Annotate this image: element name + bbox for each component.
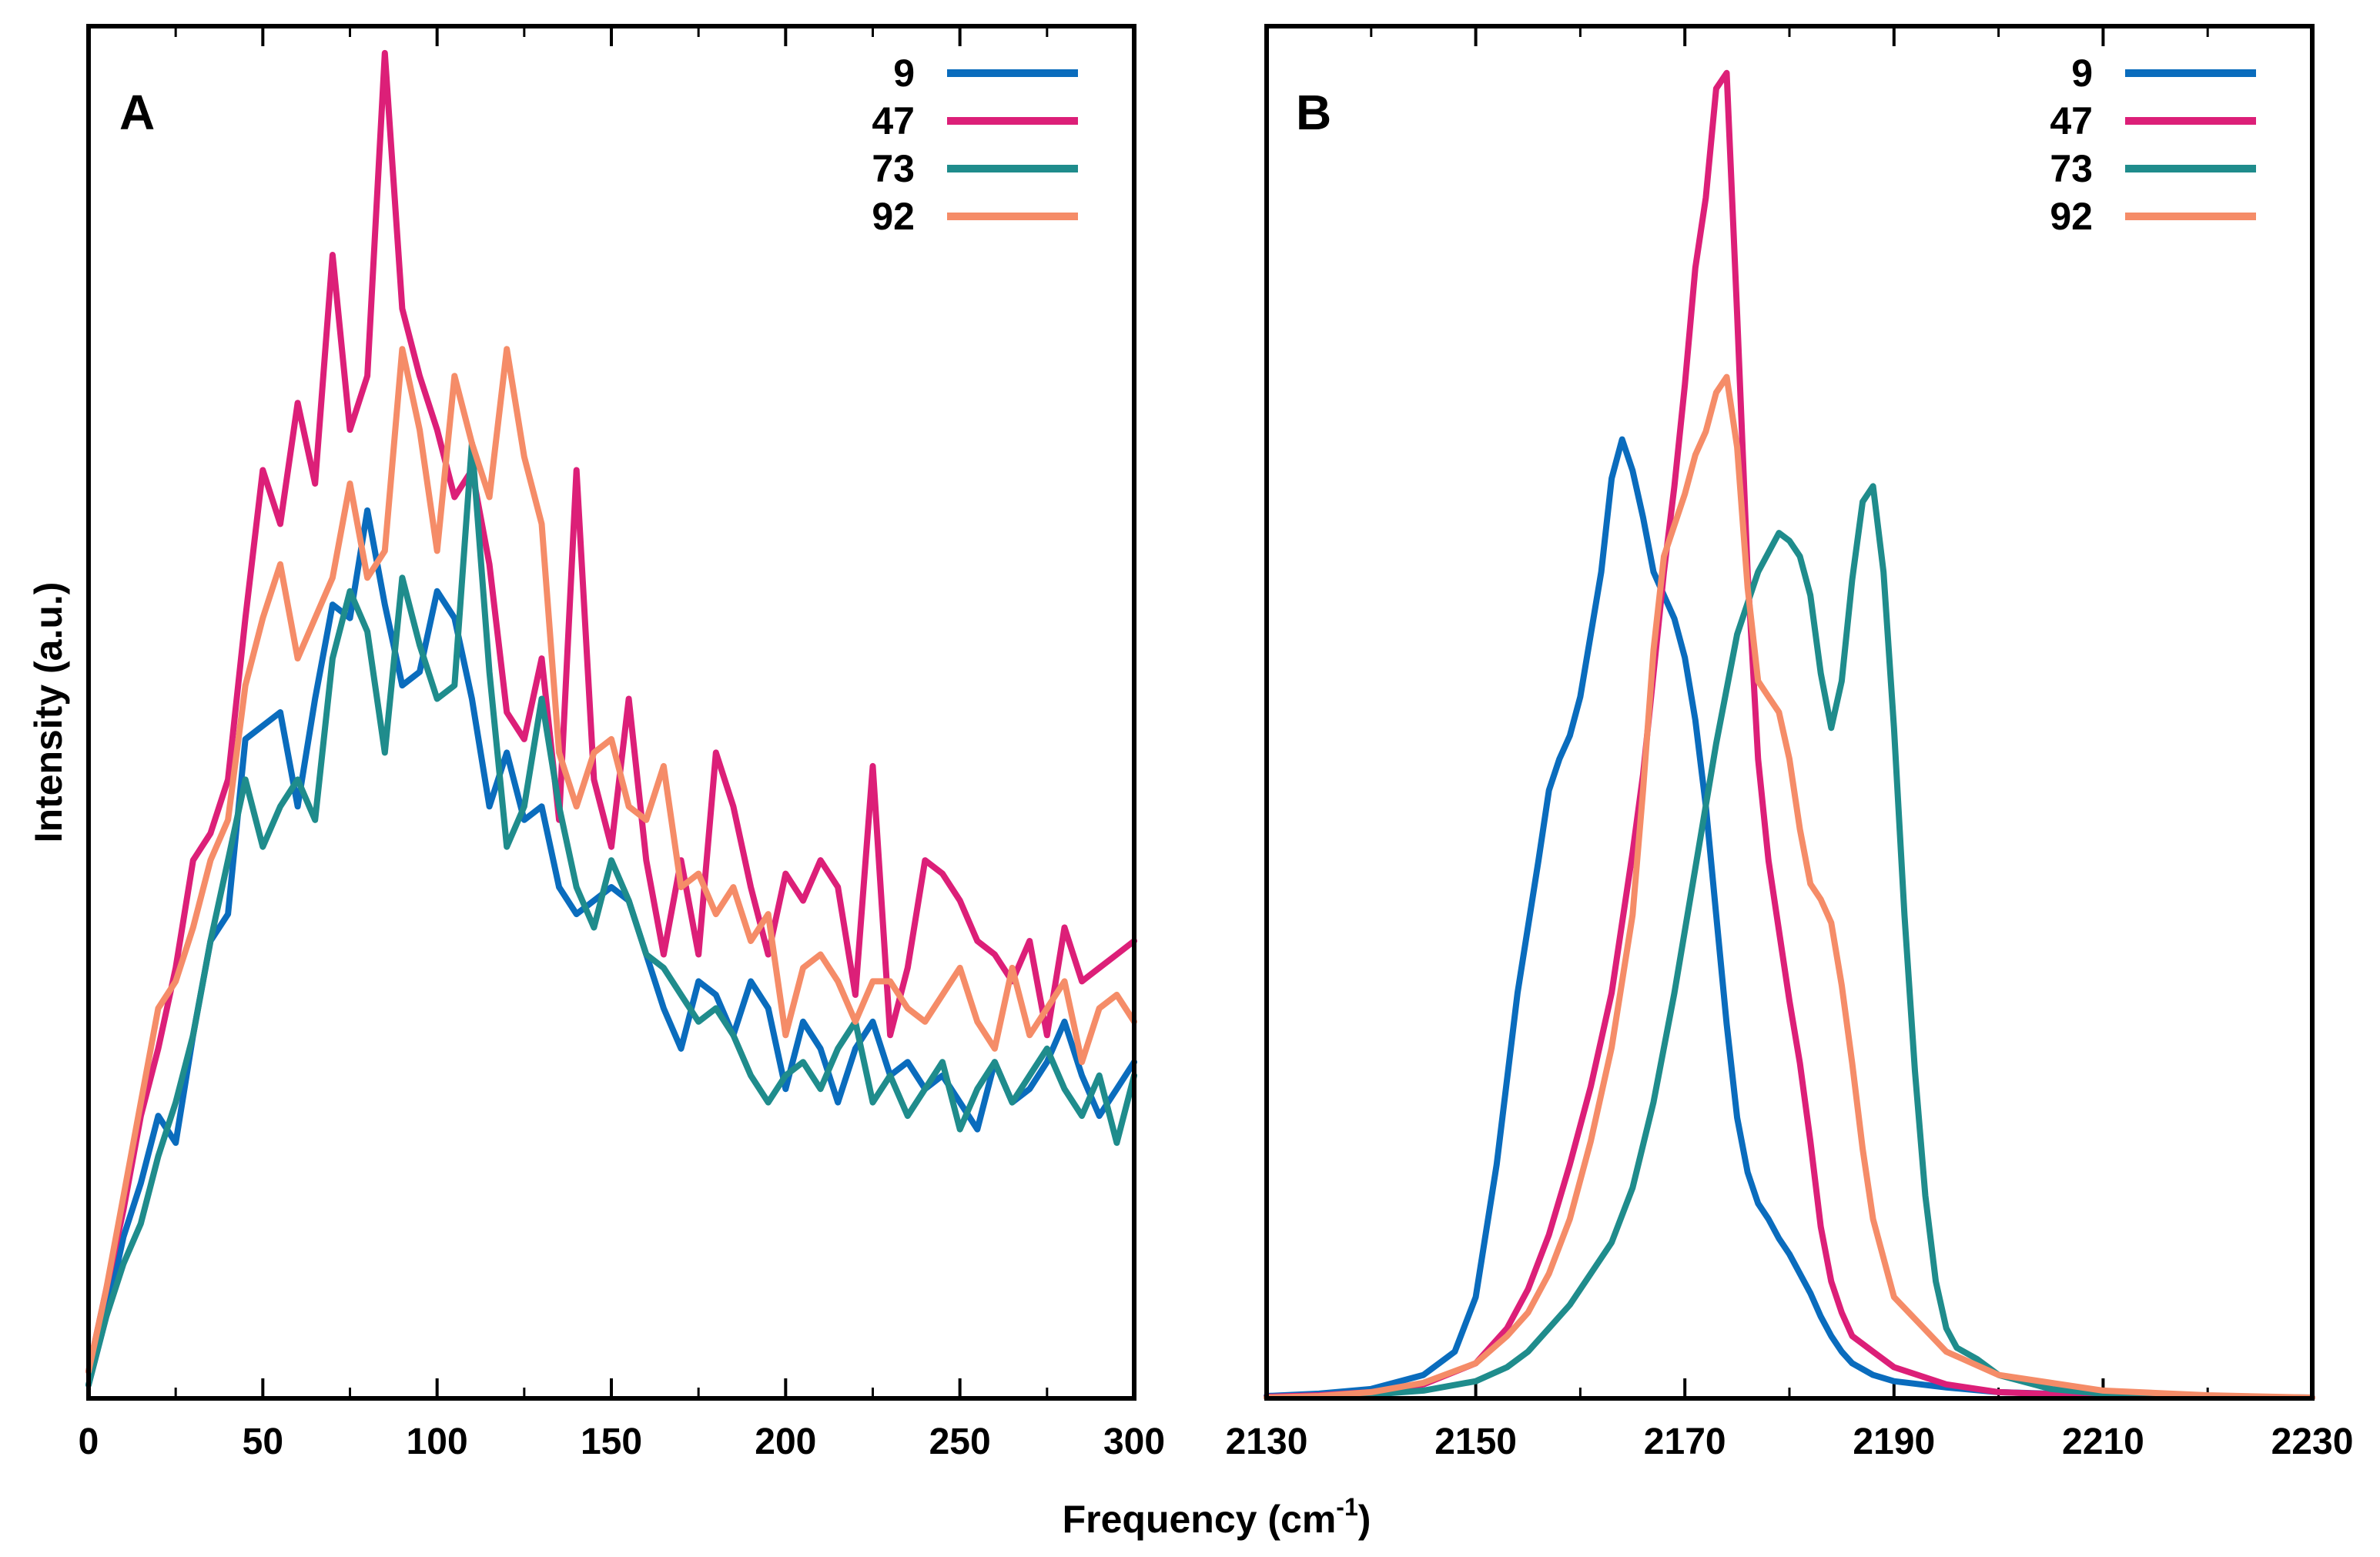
panel-a-xtick-label: 50 <box>243 1421 283 1462</box>
panel-b-xtick-label: 2170 <box>1644 1421 1726 1462</box>
panel-b-xtick-label: 2230 <box>2271 1421 2354 1462</box>
panel-b-series-47-line <box>1264 69 2315 1401</box>
panel-b-label: B <box>1296 85 1331 140</box>
panel-a: A 0 50 100 150 200 250 300 947 73 92 <box>79 24 1165 1462</box>
panel-b-series-73-line <box>1264 483 2315 1401</box>
x-axis-label-main: Frequency (cm <box>1063 1498 1337 1541</box>
x-axis-label: Frequency (cm-1) <box>1063 1493 1371 1541</box>
panel-a-xtick-label: 250 <box>929 1421 991 1462</box>
panel-a-xtick-label: 100 <box>407 1421 468 1462</box>
panel-b-legend-label-47: 47 <box>2050 99 2093 142</box>
panel-a-legend-label-92: 92 <box>872 195 915 238</box>
panel-a-xtick-label: 300 <box>1103 1421 1165 1462</box>
panel-a-label: A <box>119 85 155 140</box>
panel-a-series <box>85 49 1137 1388</box>
panel-b: B 2130 2150 2170 2190 2210 2230 947 73 92 <box>1226 24 2354 1462</box>
y-axis-label: Intensity (a.u.) <box>27 582 70 843</box>
panel-b-series-92-line <box>1264 373 2315 1401</box>
panel-a-xtick-label: 0 <box>79 1421 99 1462</box>
panel-b-legend: 947 73 92 <box>2050 52 2256 238</box>
panel-a-legend-label-47: 47 <box>872 99 915 142</box>
panel-b-legend-label-73: 73 <box>2050 147 2093 190</box>
x-axis-label-superscript: -1 <box>1336 1493 1357 1521</box>
panel-a-series-9-line <box>85 507 1137 1388</box>
panel-a-series-92-line <box>85 346 1137 1375</box>
panel-b-legend-label-9: 9 <box>2071 52 2093 95</box>
panel-a-xtick-label: 200 <box>755 1421 816 1462</box>
x-axis-label-close: ) <box>1358 1498 1371 1541</box>
panel-b-series-9-line <box>1264 436 2315 1401</box>
panel-b-xtick-label: 2130 <box>1226 1421 1308 1462</box>
panel-b-xtick-label: 2190 <box>1853 1421 1935 1462</box>
panel-a-legend-label-9: 9 <box>893 52 915 95</box>
panel-b-frame <box>1264 24 2315 1401</box>
panel-b-xtick-label: 2150 <box>1434 1421 1517 1462</box>
panel-b-series <box>1264 69 2315 1401</box>
panel-a-tick-labels: 0 50 100 150 200 250 300 <box>79 1421 1165 1462</box>
panel-a-legend-label-73: 73 <box>872 147 915 190</box>
panel-b-tick-labels: 2130 2150 2170 2190 2210 2230 <box>1226 1421 2354 1462</box>
panel-b-xtick-label: 2210 <box>2062 1421 2144 1462</box>
panel-a-series-73-line <box>85 440 1137 1388</box>
panel-b-legend-label-92: 92 <box>2050 195 2093 238</box>
panel-a-legend: 947 73 92 <box>872 52 1078 238</box>
panel-a-xtick-label: 150 <box>581 1421 642 1462</box>
panel-a-series-47-line <box>85 49 1137 1375</box>
panel-a-frame <box>86 24 1136 1401</box>
